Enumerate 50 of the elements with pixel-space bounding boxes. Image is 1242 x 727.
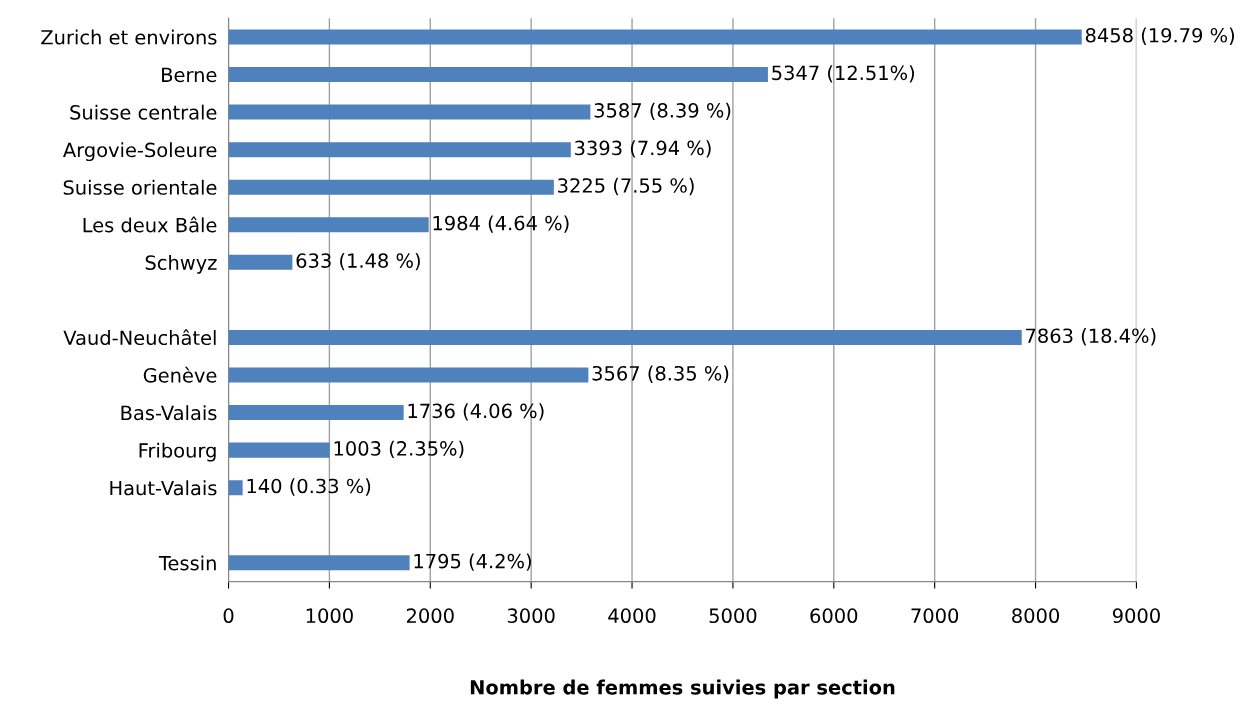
bar (228, 555, 410, 571)
y-tick-label: Zurich et environs (41, 29, 217, 45)
x-tick-label: 3000 (507, 608, 555, 624)
y-tick-label: Schwyz (145, 254, 217, 274)
data-label: 3567 (8.35 %) (592, 365, 729, 383)
y-tick-label: Fribourg (139, 442, 216, 462)
bar (228, 217, 429, 233)
bar (228, 67, 768, 83)
bar (228, 254, 293, 270)
bar (228, 480, 243, 496)
y-tick-label: Vaud-Neuchâtel (63, 329, 216, 346)
y-tick-label: Berne (162, 67, 217, 83)
data-label: 3587 (8.39 %) (594, 102, 731, 121)
data-label: 3225 (7.55 %) (558, 177, 694, 196)
bar (228, 329, 1022, 345)
y-tick-label: Suisse orientale (63, 179, 217, 195)
data-label: 1795 (4.2%) (414, 553, 531, 571)
bar (228, 405, 404, 421)
x-tick-label: 2000 (406, 608, 454, 624)
y-tick-label: Genève (143, 366, 217, 383)
bar (228, 104, 591, 120)
data-label: 7863 (18.4%) (1026, 328, 1156, 346)
x-tick-label: 5000 (709, 608, 757, 624)
data-label: 633 (1.48 %) (296, 252, 420, 271)
y-tick-label: Tessin (158, 555, 216, 571)
bar (228, 179, 554, 195)
y-tick-label: Haut-Valais (110, 480, 217, 496)
bar (228, 442, 330, 458)
data-label: 1736 (4.06 %) (408, 403, 544, 421)
x-tick-label: 4000 (608, 608, 656, 624)
y-tick-label: Argovie-Soleure (63, 142, 217, 162)
x-tick-label: 0 (223, 608, 234, 624)
x-tick-label: 1000 (306, 608, 353, 624)
y-tick-label: Bas-Valais (121, 405, 217, 421)
bar (228, 142, 571, 158)
data-label: 8458 (19.79 %) (1085, 27, 1235, 45)
y-tick-label: Suisse centrale (70, 104, 217, 120)
y-tick-label: Les deux Bâle (83, 216, 217, 233)
x-axis-title: Nombre de femmes suivies par section (470, 679, 895, 699)
bar (228, 367, 589, 383)
data-label: 1003 (2.35%) (334, 440, 464, 459)
data-label: 5347 (12.51%) (772, 65, 915, 83)
data-label: 1984 (4.64 %) (433, 215, 569, 233)
x-tick-label: 6000 (810, 608, 858, 624)
bar (228, 29, 1082, 45)
x-tick-label: 9000 (1112, 608, 1160, 624)
x-tick-label: 7000 (911, 608, 959, 624)
data-label: 3393 (7.94 %) (575, 140, 711, 158)
data-label: 140 (0.33 %) (247, 478, 371, 496)
x-tick-label: 8000 (1012, 608, 1059, 624)
